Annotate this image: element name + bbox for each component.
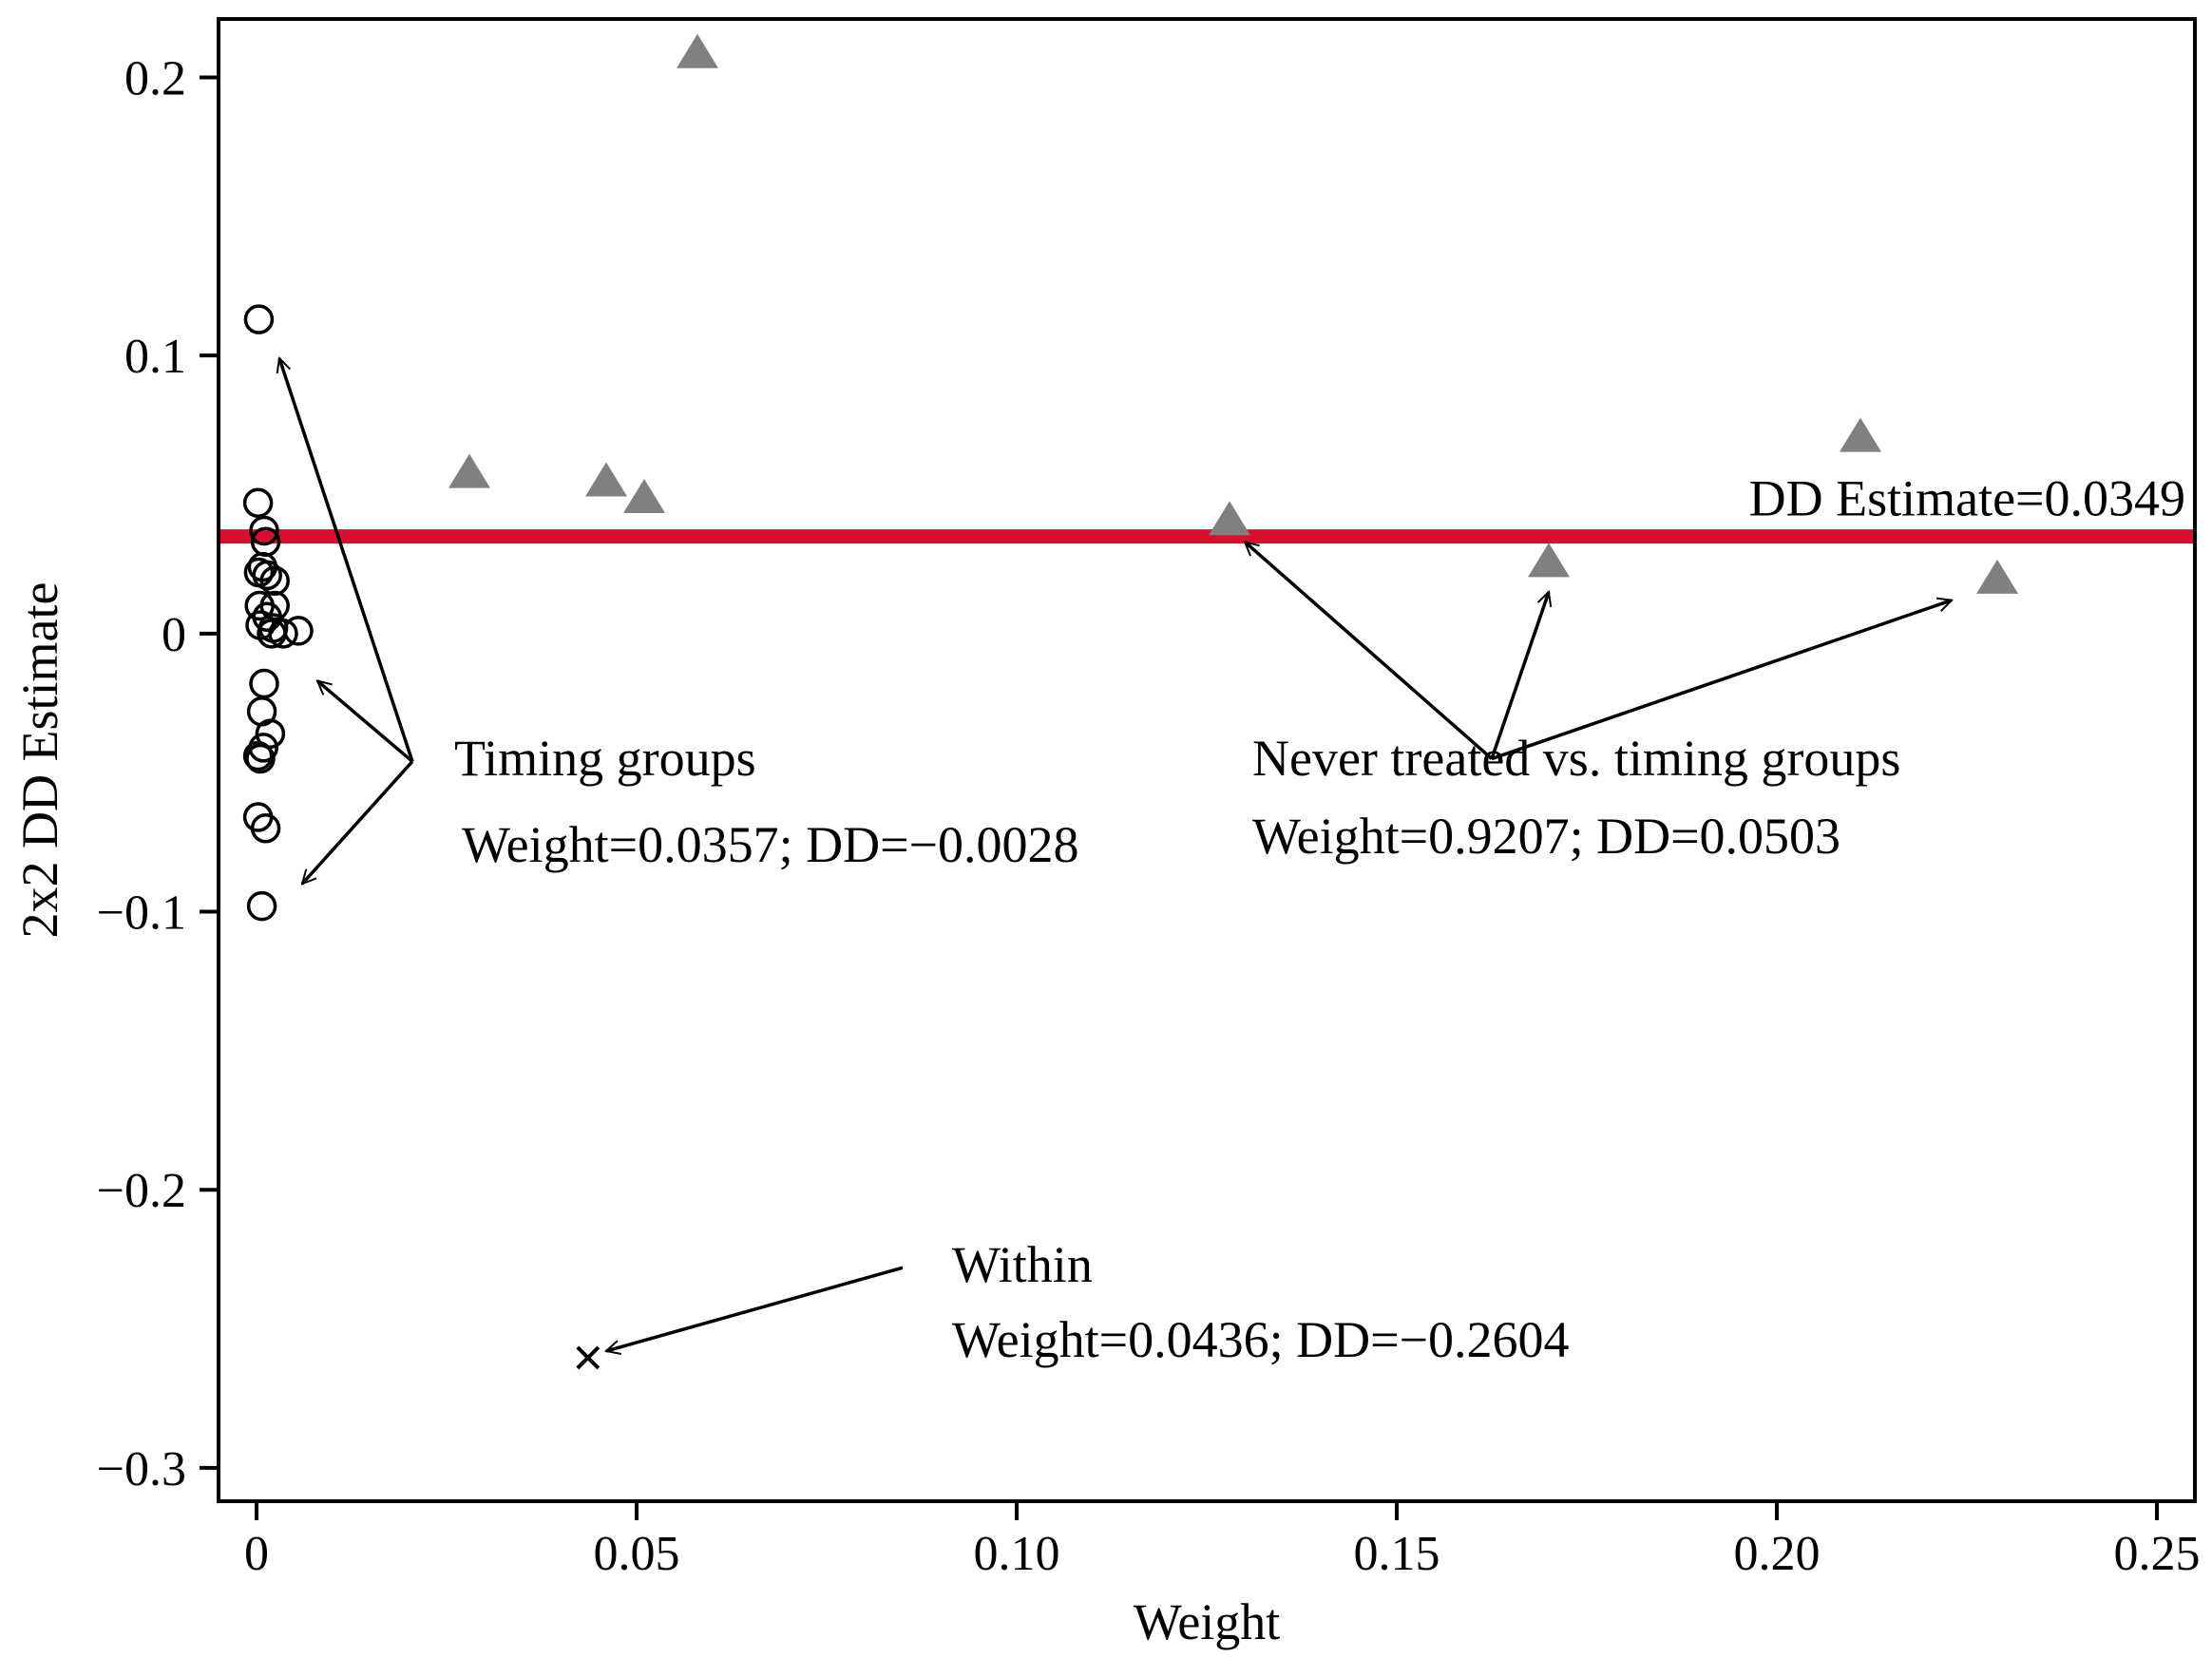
reference-line-group: DD Estimate=0.0349	[220, 470, 2193, 544]
never-arrow-0	[1245, 542, 1494, 760]
triangle-point-1-7	[1976, 559, 2018, 594]
circle-point-0-18	[255, 718, 286, 749]
never-annotation-detail: Weight=0.9207; DD=0.0503	[1252, 808, 1840, 865]
never-arrow-2	[1491, 600, 1952, 761]
axes: 0 0.05 0.10 0.15 0.20 0.250.20.10−0.1−0.2−0.3	[97, 51, 2201, 1581]
y-tick-label-0: 0.2	[124, 51, 186, 105]
triangle-point-1-5	[1528, 543, 1570, 578]
x-point-2-0	[576, 1345, 601, 1370]
within-arrow-0	[606, 1266, 904, 1351]
within-annotation-detail: Weight=0.0436; DD=−0.2604	[952, 1311, 1569, 1368]
y-axis-title: 2x2 DD Estimate	[11, 582, 68, 939]
triangle-point-1-2	[623, 479, 665, 514]
circle-point-0-19	[248, 733, 278, 763]
triangle-point-1-6	[1840, 417, 1881, 452]
circle-point-0-6	[252, 560, 282, 591]
circle-point-0-24	[246, 890, 277, 922]
y-tick-label-2: 0	[162, 608, 186, 662]
timing-arrow-1	[317, 681, 414, 763]
x-axis-title: Weight	[1134, 1593, 1281, 1650]
circle-point-0-23	[250, 812, 281, 844]
annotations: Timing groups Weight=0.0357; DD=−0.0028 Ne…	[454, 730, 1900, 1368]
dd-estimate-label: DD Estimate=0.0349	[1749, 470, 2185, 527]
timing-annotation-title: Timing groups	[454, 730, 756, 787]
within-annotation-title: Within	[952, 1236, 1093, 1293]
circle-point-0-15	[268, 619, 298, 649]
y-tick-label-3: −0.1	[97, 886, 186, 941]
x-tick-label-2: 0.10	[974, 1527, 1060, 1581]
never-annotation-title: Never treated vs. timing groups	[1252, 730, 1900, 787]
y-tick-label-1: 0.1	[124, 330, 186, 384]
x-tick-label-4: 0.20	[1734, 1527, 1821, 1581]
triangle-point-1-1	[585, 462, 627, 497]
data-points	[242, 33, 2018, 1370]
y-tick-label-4: −0.2	[97, 1164, 186, 1218]
circle-point-0-14	[283, 616, 314, 646]
never-arrow-1	[1490, 592, 1549, 760]
circle-point-0-1	[242, 487, 274, 519]
circle-point-0-0	[243, 304, 275, 334]
triangle-point-1-4	[1209, 501, 1250, 536]
circle-point-0-20	[242, 740, 274, 772]
timing-arrow-2	[302, 760, 414, 884]
x-tick-label-0: 0	[244, 1527, 269, 1581]
triangle-point-1-0	[448, 453, 490, 488]
timing-annotation-detail: Weight=0.0357; DD=−0.0028	[462, 816, 1078, 873]
timing-arrow-0	[279, 358, 414, 763]
triangle-point-1-3	[677, 33, 718, 68]
circle-point-0-21	[245, 743, 276, 774]
x-tick-label-3: 0.15	[1354, 1527, 1440, 1581]
plot-area	[217, 17, 2197, 1503]
annotation-arrows	[279, 358, 1952, 1351]
x-tick-label-1: 0.05	[594, 1527, 680, 1581]
y-tick-label-5: −0.3	[97, 1442, 186, 1496]
circle-point-0-2	[249, 515, 279, 546]
x-tick-label-5: 0.25	[2114, 1527, 2201, 1581]
